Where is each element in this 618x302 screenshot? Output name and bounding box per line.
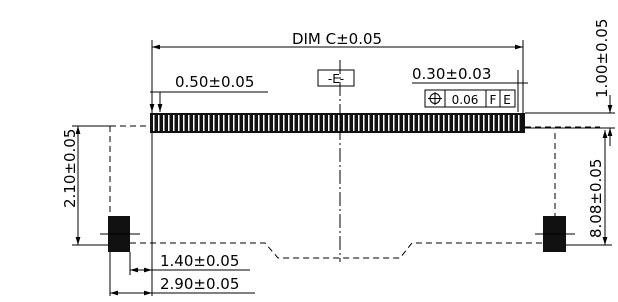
pin-gap — [373, 115, 375, 131]
pin-gap — [308, 115, 310, 131]
pin-gap — [478, 115, 480, 131]
pin-gap — [173, 115, 175, 131]
pin-gap — [453, 115, 455, 131]
pin-gap — [188, 115, 190, 131]
pin-gap — [463, 115, 465, 131]
pin-gap — [503, 115, 505, 131]
pin-gap — [313, 115, 315, 131]
outline — [110, 126, 600, 218]
pin-gap — [283, 115, 285, 131]
pin-gap — [298, 115, 300, 131]
pin-gap — [383, 115, 385, 131]
pin-gap — [193, 115, 195, 131]
pin-gap — [438, 115, 440, 131]
pin-gap — [258, 115, 260, 131]
pin-gap — [288, 115, 290, 131]
pin-gap — [218, 115, 220, 131]
pin-gap — [318, 115, 320, 131]
dimension-label: 0.30±0.03 — [412, 65, 491, 83]
dimension-label: 8.08±0.05 — [587, 159, 605, 238]
pin-gap — [423, 115, 425, 131]
dimension-label: 2.10±0.05 — [61, 129, 79, 208]
pin-gap — [253, 115, 255, 131]
pin-gap — [388, 115, 390, 131]
pin-gap — [353, 115, 355, 131]
pin-gap — [168, 115, 170, 131]
pin-gap — [403, 115, 405, 131]
pin-gap — [393, 115, 395, 131]
pin-gap — [248, 115, 250, 131]
pin-gap — [323, 115, 325, 131]
pin-gap — [518, 115, 520, 131]
pin-gap — [238, 115, 240, 131]
dimension-label: 2.90±0.05 — [160, 275, 239, 293]
pin-gap — [428, 115, 430, 131]
pin-gap — [213, 115, 215, 131]
pin-gap — [303, 115, 305, 131]
pin-gap — [508, 115, 510, 131]
pin-gap — [363, 115, 365, 131]
pin-gap — [228, 115, 230, 131]
pin-gap — [493, 115, 495, 131]
pin-gap — [488, 115, 490, 131]
pin-gap — [183, 115, 185, 131]
pin-gap — [468, 115, 470, 131]
pin-gap — [163, 115, 165, 131]
pin-gap — [513, 115, 515, 131]
pin-gap — [498, 115, 500, 131]
pin-gap — [268, 115, 270, 131]
pin-gap — [473, 115, 475, 131]
pin-gap — [223, 115, 225, 131]
dimension-label: DIM C±0.05 — [292, 30, 382, 48]
pin-gap — [368, 115, 370, 131]
pin-gap — [448, 115, 450, 131]
pin-gap — [273, 115, 275, 131]
pin-gap — [178, 115, 180, 131]
pin-gap — [158, 115, 160, 131]
dimension-label: 1.00±0.05 — [593, 19, 611, 98]
pin-gap — [203, 115, 205, 131]
datum-ref: E — [503, 93, 511, 107]
pin-gap — [433, 115, 435, 131]
dimension-label: 1.40±0.05 — [160, 252, 239, 270]
pin-gap — [408, 115, 410, 131]
pin-gap — [263, 115, 265, 131]
pin-gap — [338, 115, 340, 131]
pin-gap — [328, 115, 330, 131]
pin-gap — [243, 115, 245, 131]
pin-gap — [208, 115, 210, 131]
pin-gap — [413, 115, 415, 131]
pin-gap — [198, 115, 200, 131]
pin-gap — [483, 115, 485, 131]
pin-gap — [458, 115, 460, 131]
pin-gap — [333, 115, 335, 131]
datum-label: -E- — [328, 72, 344, 86]
pin-gap — [418, 115, 420, 131]
pin-gap — [343, 115, 345, 131]
datum-ref: F — [490, 93, 497, 107]
tolerance-value: 0.06 — [452, 93, 479, 107]
dimension-label: 0.50±0.05 — [175, 73, 254, 91]
pin-gap — [153, 115, 155, 131]
pin-gap — [443, 115, 445, 131]
pin-gap — [398, 115, 400, 131]
pin-gap — [293, 115, 295, 131]
pin-gap — [378, 115, 380, 131]
pin-gap — [358, 115, 360, 131]
drawing: DIM C±0.05 0.50±0.05 -E- 0.30±0.03 0.06 … — [0, 0, 618, 302]
pin-gap — [278, 115, 280, 131]
pin-gap — [348, 115, 350, 131]
pin-gap — [233, 115, 235, 131]
